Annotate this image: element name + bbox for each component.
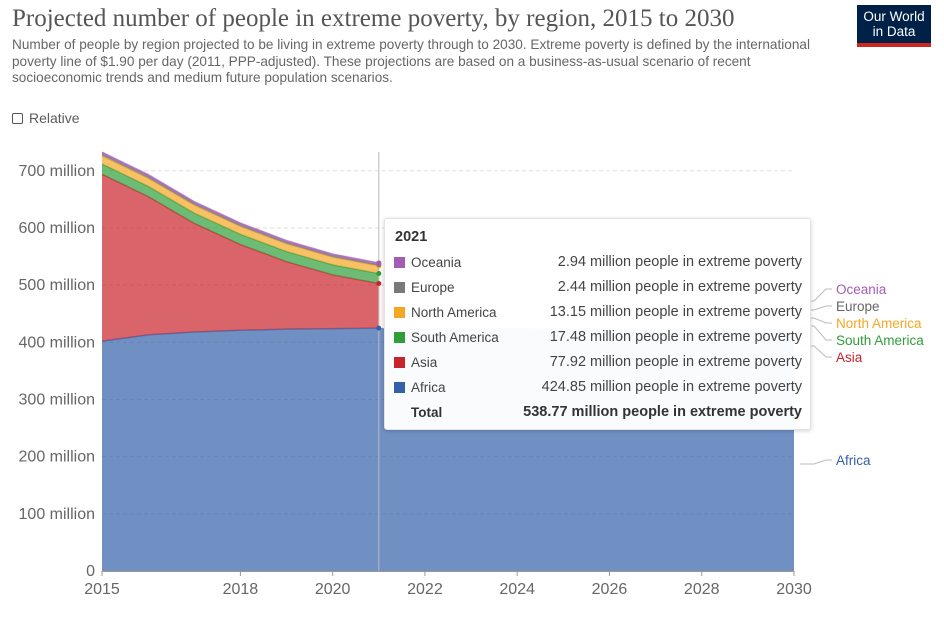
y-tick-label: 600 million (19, 220, 95, 237)
tooltip-series-value: 77.92 million people in extreme poverty (549, 354, 802, 370)
x-tick-label: 2022 (407, 581, 443, 598)
chart-subtitle: Number of people by region projected to … (12, 37, 810, 85)
tooltip-series-value: 2.94 million people in extreme poverty (557, 254, 802, 270)
owid-logo[interactable]: Our World in Data (857, 5, 931, 47)
x-tick-label: 2018 (223, 581, 259, 598)
tooltip-total-row: Total 538.77 million people in extreme po… (394, 402, 802, 422)
tooltip-series-value: 13.15 million people in extreme poverty (549, 304, 802, 320)
y-tick-label: 300 million (19, 391, 95, 408)
y-tick-label: 100 million (19, 506, 95, 523)
legend-label-asia[interactable]: Asia (836, 350, 863, 365)
logo-line-2: in Data (872, 24, 916, 39)
tooltip-swatch (394, 281, 405, 293)
tooltip-total-label: Total (411, 404, 443, 420)
tooltip-series-name: Oceania (411, 254, 462, 270)
y-tick-label: 700 million (19, 163, 95, 180)
y-tick-label: 400 million (19, 334, 95, 351)
x-tick-label: 2030 (776, 581, 812, 598)
line-north-america (101, 155, 379, 267)
tooltip-series-value: 17.48 million people in extreme poverty (549, 329, 802, 345)
x-tick-label: 2020 (315, 581, 351, 598)
tooltip-series-name: Europe (411, 279, 455, 295)
relative-checkbox[interactable] (12, 112, 23, 124)
relative-toggle[interactable]: Relative (12, 110, 80, 126)
x-tick-label: 2026 (592, 581, 628, 598)
line-oceania (101, 151, 379, 264)
y-tick-label: 500 million (19, 277, 95, 294)
y-tick-label: 0 (86, 563, 95, 580)
tooltip-row: Oceania 2.94 million people in extreme po… (394, 252, 802, 272)
tooltip-series-name: South America (411, 329, 499, 345)
tooltip-series-value: 2.44 million people in extreme poverty (557, 279, 802, 295)
tooltip-series-name: North America (411, 304, 497, 320)
relative-label: Relative (29, 110, 80, 126)
tooltip-swatch (394, 331, 405, 343)
hover-point-south-america (376, 271, 382, 277)
tooltip-total-value: 538.77 million people in extreme poverty (523, 404, 802, 420)
tooltip-swatch (394, 381, 405, 393)
legend-label-south-america[interactable]: South America (836, 333, 924, 348)
area-africa[interactable] (102, 328, 379, 571)
legend-label-africa[interactable]: Africa (836, 453, 871, 468)
legend-label-oceania[interactable]: Oceania (836, 282, 887, 297)
hover-point-asia (376, 281, 382, 287)
legend-label-europe[interactable]: Europe (836, 299, 880, 314)
x-tick-label: 2028 (684, 581, 720, 598)
tooltip-row: Asia 77.92 million people in extreme pove… (394, 352, 802, 372)
hover-point-oceania (376, 260, 382, 266)
chart-title: Projected number of people in extreme po… (12, 5, 735, 32)
tooltip: 2021 Oceania 2.94 million people in extre… (384, 218, 811, 430)
tooltip-series-name: Africa (411, 379, 446, 395)
tooltip-year: 2021 (395, 229, 428, 245)
legend-label-north-america[interactable]: North America (836, 316, 922, 331)
tooltip-swatch (394, 256, 405, 268)
legend-connector-africa (800, 459, 832, 465)
tooltip-series-name: Asia (411, 354, 438, 370)
logo-line-1: Our World (863, 9, 925, 24)
x-tick-label: 2024 (499, 581, 535, 598)
tooltip-swatch (394, 356, 405, 368)
x-tick-label: 2015 (84, 581, 120, 598)
tooltip-row: Africa 424.85 million people in extreme p… (394, 377, 802, 397)
area-asia[interactable] (102, 174, 379, 342)
tooltip-series-value: 424.85 million people in extreme poverty (541, 379, 802, 395)
hover-point-africa (376, 325, 382, 331)
tooltip-row: South America 17.48 million people in ext… (394, 327, 802, 347)
area-south-america[interactable] (102, 163, 379, 284)
tooltip-row: North America 13.15 million people in ext… (394, 302, 802, 322)
tooltip-row: Europe 2.44 million people in extreme pov… (394, 277, 802, 297)
area-north-america[interactable] (102, 155, 379, 274)
tooltip-swatch (394, 306, 405, 318)
y-tick-label: 200 million (19, 449, 95, 466)
